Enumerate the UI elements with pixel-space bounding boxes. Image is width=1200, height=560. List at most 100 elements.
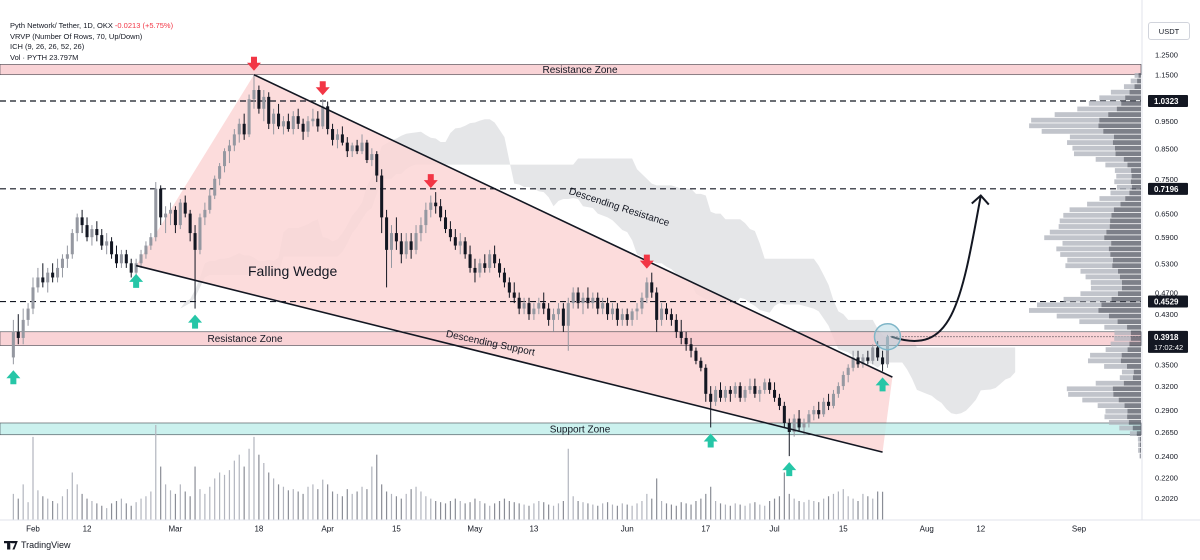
vrvp-bar-up	[1080, 268, 1119, 274]
vrvp-bar-down	[1111, 212, 1141, 218]
candle-body	[360, 142, 364, 152]
red-down-arrow-icon	[639, 254, 654, 269]
volume-bar	[17, 498, 19, 520]
volume-bar	[818, 502, 820, 520]
candle-body	[797, 418, 801, 428]
volume-bar	[22, 484, 24, 520]
candle-body	[787, 422, 791, 432]
y-tick-label: 0.2200	[1155, 473, 1178, 482]
vrvp-bar-up	[1080, 291, 1118, 297]
candle-body	[885, 336, 890, 365]
volume-indicator-label[interactable]: Vol · PYTH 23.797M	[10, 52, 79, 62]
vrvp-bar-up	[1110, 190, 1130, 196]
x-tick-label: May	[467, 525, 482, 534]
ichimoku-indicator-label[interactable]: ICH (9, 26, 26, 52, 26)	[10, 42, 85, 51]
vrvp-bar-down	[1109, 224, 1141, 229]
vrvp-bar-down	[1130, 330, 1141, 336]
volume-bar	[179, 484, 181, 520]
candle-body	[728, 389, 732, 394]
candle-body	[738, 386, 742, 398]
vrvp-bar-up	[1029, 308, 1099, 313]
volume-bar	[140, 498, 142, 520]
candle-body	[31, 287, 35, 309]
vrvp-bar-down	[1112, 140, 1141, 145]
candle-body	[90, 229, 94, 238]
vrvp-bar-up	[1090, 352, 1122, 358]
volume-bar	[754, 502, 756, 520]
vrvp-bar-down	[1126, 364, 1141, 369]
volume-bar	[459, 501, 461, 520]
currency-button[interactable]: USDT	[1148, 22, 1190, 40]
forecast-arrow	[891, 195, 982, 342]
vrvp-bar-down	[1115, 151, 1141, 157]
vrvp-bar-down	[1121, 285, 1141, 291]
volume-bar	[626, 504, 628, 520]
symbol-line[interactable]: Pyth Network/ Tether, 1D, OKX -0.0213 (+…	[10, 21, 173, 32]
candle-body	[561, 308, 565, 326]
volume-bar	[42, 496, 44, 520]
volume-bar	[621, 503, 623, 520]
volume-bar	[489, 505, 491, 520]
candle-body	[306, 121, 310, 132]
vrvp-bar-down	[1121, 100, 1141, 106]
volume-bar	[798, 501, 800, 520]
candle-body	[483, 263, 487, 268]
volume-bar	[199, 489, 201, 520]
candle-body	[507, 282, 511, 293]
y-tick-label: 0.2900	[1155, 406, 1178, 415]
volume-bar	[744, 505, 746, 520]
volume-bar	[56, 503, 59, 520]
volume-bar	[764, 505, 766, 520]
vrvp-indicator-label[interactable]: VRVP (Number Of Rows, 70, Up/Down)	[10, 31, 143, 41]
candle-body	[114, 254, 119, 264]
candle-body	[876, 347, 880, 358]
candle-body	[777, 397, 781, 406]
volume-bar	[430, 498, 432, 520]
candle-body	[154, 188, 158, 238]
volume-bar	[857, 501, 859, 520]
vrvp-bar-up	[1104, 364, 1127, 369]
candle-body	[463, 241, 467, 255]
volume-bar	[631, 505, 633, 520]
candle-body	[404, 241, 408, 255]
red-down-arrow-icon	[315, 81, 330, 96]
resistance-zone-2	[0, 331, 1142, 346]
volume-bar	[204, 493, 206, 520]
candle-body	[183, 202, 187, 214]
vrvp-bar-up	[1082, 397, 1119, 403]
volume-bar	[636, 503, 638, 520]
volume-bar	[710, 486, 712, 520]
candle-body	[601, 303, 605, 309]
candle-body	[620, 314, 624, 320]
volume-bar	[101, 505, 103, 520]
vrvp-bar-down	[1098, 308, 1141, 313]
vrvp-bar-up	[1099, 95, 1126, 101]
volume-bar	[228, 470, 231, 520]
candle-body	[75, 217, 79, 234]
volume-bar	[12, 493, 14, 520]
volume-bar	[52, 501, 54, 520]
volume-bar	[852, 498, 854, 520]
vrvp-bar-down	[1137, 78, 1141, 84]
candle-body	[836, 386, 840, 394]
vrvp-bar-down	[1127, 347, 1141, 353]
price-label-value: 0.7196	[1154, 185, 1179, 194]
candle-body	[188, 213, 192, 234]
vrvp-bar-up	[1087, 201, 1121, 207]
vrvp-bar-down	[1123, 380, 1141, 386]
candle-body	[714, 389, 718, 402]
volume-bar	[405, 493, 407, 520]
volume-bar	[862, 493, 864, 520]
volume-bar	[872, 498, 874, 520]
price-label-value: 0.3918	[1154, 333, 1179, 342]
volume-bar	[27, 502, 29, 520]
vrvp-bar-down	[1127, 162, 1141, 168]
volume-bar	[552, 505, 555, 520]
candle-body	[380, 175, 384, 218]
vrvp-bar-down	[1120, 358, 1141, 364]
teal-up-arrow-icon	[129, 273, 144, 288]
y-tick-label: 0.8500	[1155, 144, 1178, 153]
vrvp-bar-up	[1110, 89, 1130, 95]
